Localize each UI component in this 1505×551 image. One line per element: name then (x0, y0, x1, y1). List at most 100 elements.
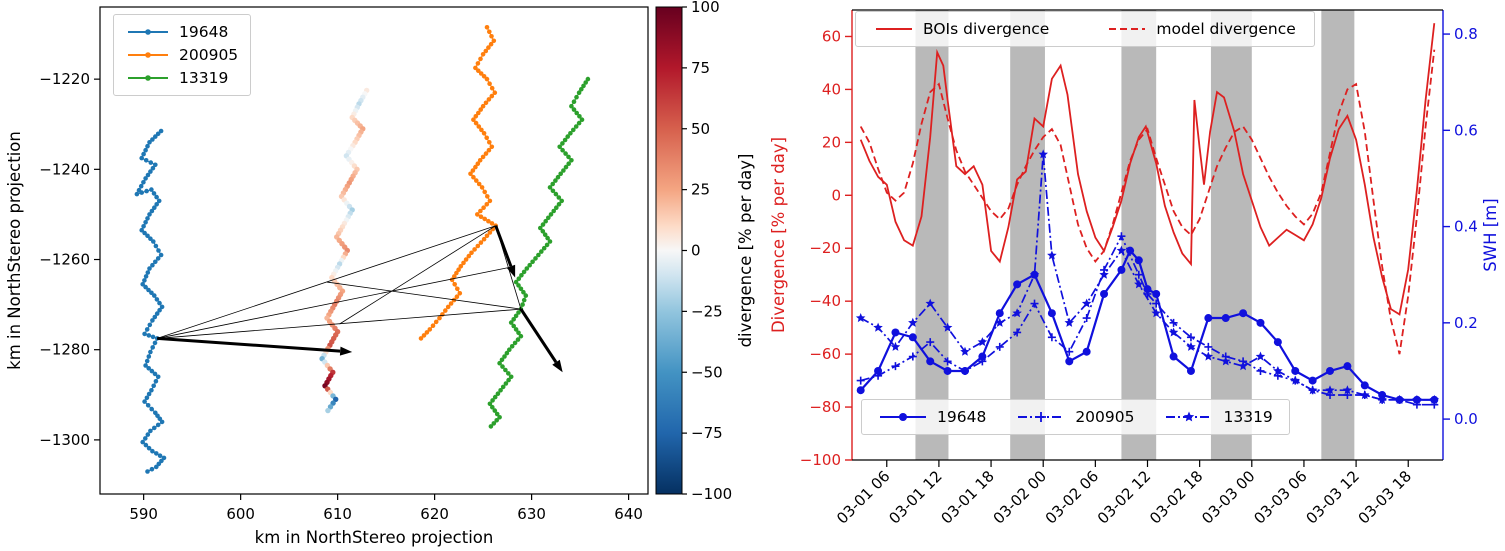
plus-marker-icon (1030, 299, 1039, 308)
circle-marker-icon (1134, 256, 1143, 265)
colorbar-tick-label: 25 (691, 181, 710, 199)
date-tick-label: 03-01 06 (833, 467, 893, 527)
drift-arrow-head (339, 346, 353, 356)
x-tick-label: 630 (517, 505, 546, 523)
divergence-legend: BOIs divergence model divergence (855, 11, 1315, 47)
star-marker-icon (1064, 317, 1074, 327)
circle-marker-icon (874, 366, 883, 375)
drift-arrow (494, 225, 513, 267)
colorbar-tick-label: 50 (691, 120, 710, 138)
circle-marker-icon (1065, 357, 1074, 366)
plus-marker-icon (926, 338, 935, 347)
star-marker-icon (942, 322, 953, 332)
triangle-line (157, 267, 509, 339)
y-tick-label: −1280 (39, 341, 90, 359)
colorbar-tick-label: 100 (691, 0, 720, 16)
star-marker-icon (1099, 269, 1109, 279)
legend-entry-200905: 200905 (126, 46, 238, 64)
date-tick-label: 03-01 18 (937, 467, 997, 527)
storm-event-band (1010, 10, 1045, 460)
star-marker-icon (1081, 298, 1092, 308)
dashed-line-icon (1109, 28, 1146, 30)
star-marker-icon (873, 322, 883, 332)
triangle-line (157, 225, 496, 339)
drift-arrow-head (552, 359, 563, 373)
swh-legend: 19648 200905 13319 (861, 399, 1290, 435)
star-marker-icon (1221, 356, 1231, 366)
star-marker-icon (1012, 308, 1022, 318)
plus-marker-icon (1047, 333, 1056, 342)
legend-entry-19648-label: 19648 (179, 23, 229, 41)
divergence-tick-label: 40 (822, 80, 841, 98)
plus-marker-icon (1082, 314, 1091, 323)
star-marker-icon (960, 346, 970, 356)
star-marker-icon (1186, 341, 1196, 351)
circle-marker-icon (1273, 338, 1282, 347)
colorbar-tick-label: −100 (691, 485, 732, 503)
circle-marker-icon (1013, 280, 1022, 289)
circle-marker-icon (1430, 395, 1439, 404)
star-marker-icon (1360, 390, 1370, 400)
circle-marker-icon (1100, 289, 1109, 298)
star-marker-icon (1166, 411, 1213, 422)
swh-tick-label: 0.0 (1454, 410, 1478, 428)
y-tick-label: −1220 (39, 70, 90, 88)
x-tick-label: 610 (323, 505, 352, 523)
star-marker-icon (1168, 327, 1179, 337)
divergence-tick-label: 60 (822, 27, 841, 45)
divergence-tick-label: −100 (800, 451, 841, 469)
circle-marker-icon (1343, 362, 1352, 371)
circle-marker-icon (926, 357, 935, 366)
plus-marker-icon (995, 342, 1004, 351)
trajectory-legend: 19648 200905 13319 (113, 14, 252, 96)
plus-marker-icon (1204, 342, 1213, 351)
x-tick-label: 590 (129, 505, 158, 523)
line-dot-icon (128, 29, 168, 35)
date-tick-label: 03-02 06 (1042, 467, 1102, 527)
legend-entry-swh-200905: 200905 (1016, 408, 1134, 426)
storm-event-band (1121, 10, 1157, 460)
drift-arrow-head (506, 264, 516, 278)
colorbar-tick-label: −25 (691, 302, 723, 320)
star-marker-icon (977, 337, 988, 347)
circle-marker-icon (1152, 289, 1161, 298)
y-tick-label: −1240 (39, 160, 90, 178)
plus-marker-icon (891, 362, 900, 371)
swh-tick-label: 0.8 (1454, 25, 1478, 43)
plus-marker-icon (1186, 333, 1195, 342)
legend-entry-bois-divergence: BOIs divergence (874, 20, 1049, 38)
plus-marker-icon (1013, 328, 1022, 337)
colorbar-tick-label: −75 (691, 424, 723, 442)
divergence-tick-label: −20 (809, 239, 841, 257)
star-marker-icon (1325, 385, 1335, 395)
date-tick-label: 03-03 12 (1302, 467, 1362, 527)
line-dot-icon (128, 75, 168, 81)
star-marker-icon (1290, 375, 1300, 385)
star-marker-icon (1038, 149, 1048, 159)
line-dot-icon (128, 52, 168, 58)
x-tick-label: 640 (614, 505, 643, 523)
x-axis-label: km in NorthStereo projection (255, 528, 494, 547)
star-marker-icon (995, 317, 1005, 327)
legend-entry-swh-200905-label: 200905 (1075, 408, 1135, 426)
date-tick-label: 03-03 18 (1355, 467, 1415, 527)
legend-entry-200905-label: 200905 (179, 46, 239, 64)
swh-tick-label: 0.4 (1454, 218, 1478, 236)
plus-marker-icon (1018, 412, 1065, 422)
circle-marker-icon (1117, 265, 1126, 274)
star-marker-icon (855, 313, 866, 323)
triangle-line (326, 281, 521, 310)
triangle-line (339, 225, 496, 325)
storm-event-band (1210, 10, 1252, 460)
x-tick-label: 620 (420, 505, 449, 523)
circle-marker-icon (1143, 285, 1152, 294)
star-marker-icon (908, 317, 918, 327)
circle-marker-icon (1326, 366, 1335, 375)
plus-marker-icon (1117, 232, 1126, 241)
date-tick-label: 03-02 18 (1146, 467, 1206, 527)
legend-entry-bois-divergence-label: BOIs divergence (923, 20, 1050, 38)
swh-tick-label: 0.6 (1454, 121, 1478, 139)
star-marker-icon (1342, 385, 1353, 395)
date-tick-label: 03-02 00 (990, 467, 1050, 527)
